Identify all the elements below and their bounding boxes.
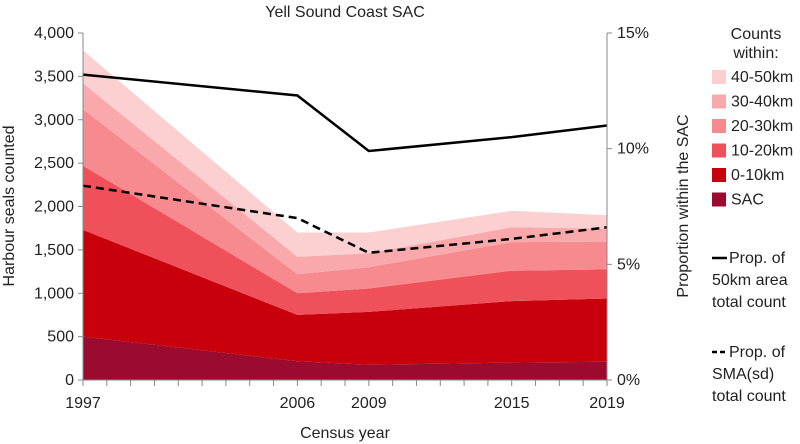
x-tick-label: 2006 [280, 395, 316, 412]
legend-line-label-part: Prop. of [729, 344, 786, 361]
legend-label: 0-10km [731, 167, 784, 184]
legend-title-line: within: [732, 45, 778, 62]
x-tick-label: 2015 [494, 395, 530, 412]
y-tick-label: 500 [47, 329, 74, 346]
y2-axis-label: Proportion within the SAC [675, 114, 692, 297]
area-series-40-50km [83, 50, 607, 257]
y-tick-label: 2,000 [34, 199, 74, 216]
legend-line-label-part: Prop. of [729, 250, 786, 267]
legend-swatch-20-30km [712, 119, 726, 133]
x-axis-label: Census year [300, 425, 390, 442]
legend-swatch-40-50km [712, 70, 726, 84]
legend-label: 40-50km [731, 69, 793, 86]
y2-tick-label: 0% [617, 372, 640, 389]
y2-tick-label: 10% [617, 141, 649, 158]
legend-line-label-part: 50km area [712, 272, 788, 289]
legend-line-label-part: total count [712, 294, 786, 311]
line-series-sma [82, 184, 608, 255]
y-tick-label: 3,000 [34, 112, 74, 129]
y2-tick-label: 5% [617, 256, 640, 273]
area-series-10-20km [83, 165, 607, 315]
legend-title: Counts within: [731, 26, 782, 62]
legend-line-label-part: total count [712, 388, 786, 405]
legend-line-label: Prop. of SMA(sd) total count [712, 344, 786, 405]
legend-title-line: Counts [731, 26, 782, 43]
y-tick-label: 2,500 [34, 155, 74, 172]
y-tick-label: 4,000 [34, 25, 74, 42]
y-tick-label: 1,500 [34, 242, 74, 259]
y-axis-label: Harbour seals counted [1, 126, 18, 287]
legend-label: 30-40km [731, 94, 793, 111]
legend-swatch-10-20km [712, 143, 726, 158]
line-series-50km [82, 73, 608, 153]
y-tick-label: 0 [65, 372, 74, 389]
legend-label: 10-20km [731, 143, 793, 160]
legend-swatch-0-10km [712, 168, 726, 182]
legend-label: SAC [731, 192, 764, 209]
y2-tick-label: 15% [617, 25, 649, 42]
chart-title: Yell Sound Coast SAC [265, 4, 425, 21]
x-tick-label: 1997 [65, 395, 101, 412]
y-tick-label: 3,500 [34, 68, 74, 85]
area-series-0-10km [83, 229, 607, 365]
area-series-30-40km [83, 83, 607, 275]
legend-line-label-part: SMA(sd) [712, 366, 774, 383]
legend-swatch-30-40km [712, 94, 726, 109]
plot-area [82, 50, 608, 380]
y-tick-label: 1,000 [34, 285, 74, 302]
axes: 0 500 1,000 1,500 2,000 2,500 3,000 3,500 4,000 0… [34, 25, 649, 412]
legend-swatch-sac [712, 192, 726, 207]
legend-label: 20-30km [731, 118, 793, 135]
x-tick-label: 2019 [589, 395, 625, 412]
legend: Counts within: 40-50km 30-40km 20-30km 10-20k… [712, 26, 793, 405]
area-series-sac [83, 336, 607, 380]
legend-line-label: Prop. of 50km area total count [712, 250, 788, 311]
x-tick-label: 2009 [351, 395, 387, 412]
